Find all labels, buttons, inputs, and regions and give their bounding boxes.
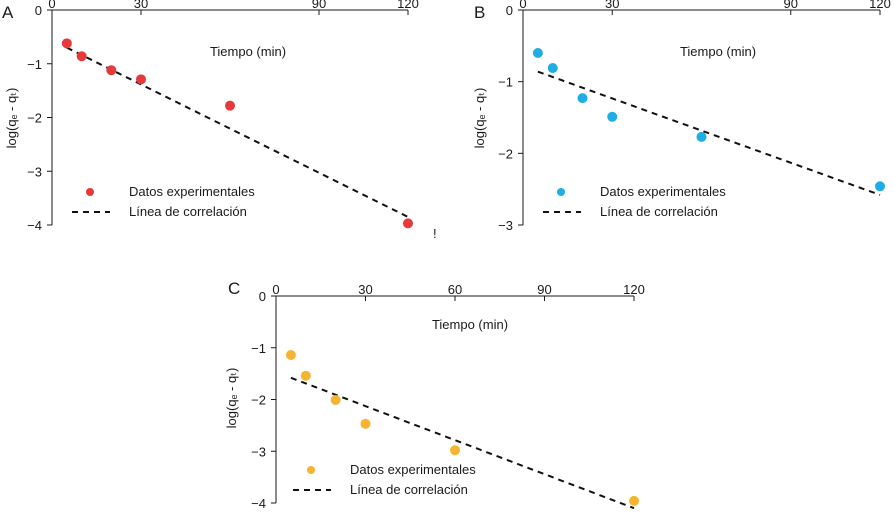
- panel-a-x-axis-title: Tiempo (min): [210, 44, 286, 59]
- panel-b-data-point: [547, 63, 558, 74]
- panel-b-y-tick-label: −3: [498, 218, 513, 233]
- panel-c-legend-marker-points: [307, 466, 315, 474]
- panel-a-letter: A: [2, 3, 14, 22]
- panel-c-x-axis-title: Tiempo (min): [432, 317, 508, 332]
- panel-a-y-axis-title: log(qₑ - qₜ): [4, 88, 19, 149]
- panel-c-legend-label-line: Línea de correlación: [350, 482, 468, 497]
- panel-b-letter: B: [474, 3, 485, 22]
- panel-b-y-tick-label: −1: [498, 75, 513, 90]
- panel-c-y-tick-label: −1: [251, 341, 266, 356]
- panel-c-data-point: [450, 445, 460, 456]
- panel-c-data-point: [285, 349, 296, 360]
- panel-b-data-point: [696, 131, 707, 142]
- panel-b-legend-label-points: Datos experimentales: [600, 184, 726, 199]
- panel-b-data-point: [875, 181, 885, 192]
- panel-c-letter: C: [228, 279, 240, 298]
- panel-c-y-tick-label: −4: [251, 496, 266, 511]
- panel-c-x-tick-label: 60: [448, 282, 462, 297]
- panel-b-y-tick-label: −2: [498, 146, 513, 161]
- panel-a-data-point: [106, 65, 117, 76]
- panel-c-y-tick-label: 0: [259, 289, 266, 304]
- panel-c-y-tick-label: −2: [251, 393, 266, 408]
- panel-a-correlation-line: [66, 46, 409, 218]
- panel-a-y-tick-label: −2: [27, 111, 42, 126]
- panel-a-data-point: [76, 51, 87, 62]
- panel-c-x-tick-label: 30: [358, 282, 372, 297]
- panel-a-y-tick-label: −4: [27, 218, 42, 233]
- panel-b-y-tick-label: 0: [506, 3, 513, 18]
- panel-b-data-point: [532, 48, 543, 58]
- panel-c-x-tick-label: 90: [537, 282, 551, 297]
- panel-b-x-axis-title: Tiempo (min): [680, 44, 756, 59]
- panel-a-y-tick-label: 0: [35, 3, 42, 18]
- panel-c-legend-label-points: Datos experimentales: [350, 462, 476, 477]
- panel-c-data-point: [300, 370, 311, 381]
- panel-b-data-point: [577, 93, 588, 104]
- panel-a-data-point: [136, 74, 146, 85]
- panel-c-y-tick-label: −3: [251, 444, 266, 459]
- panel-b-legend-label-line: Línea de correlación: [600, 204, 718, 219]
- panel-a-x-tick-label: 90: [312, 0, 326, 11]
- panel-c-y-axis-title: log(qₑ - qₜ): [224, 368, 239, 429]
- panel-a-x-tick-label: 120: [397, 0, 419, 11]
- panel-b-legend-marker-points: [557, 188, 565, 196]
- panel-a-x-tick-label: 30: [134, 0, 148, 11]
- panel-c-x-tick-label: 120: [623, 282, 645, 297]
- panel-c-data-point: [629, 495, 639, 506]
- panel-b-x-tick-label: 120: [869, 0, 891, 11]
- panel-a-data-point: [61, 38, 72, 49]
- panel-a-annotation: !: [433, 226, 437, 241]
- panel-a-y-tick-label: −3: [27, 164, 42, 179]
- panel-a-data-point: [225, 100, 235, 111]
- panel-a-data-point: [403, 218, 413, 229]
- panel-b-x-tick-label: 0: [519, 0, 526, 11]
- panel-b-correlation-line: [537, 70, 881, 196]
- panel-a-legend-marker-points: [86, 188, 94, 196]
- panel-b-y-axis-title: log(qₑ - qₜ): [472, 88, 487, 149]
- panel-a-y-tick-label: −1: [27, 57, 42, 72]
- panel-b-x-tick-label: 30: [605, 0, 619, 11]
- panel-a-x-tick-label: 0: [48, 0, 55, 11]
- panel-b-x-tick-label: 90: [784, 0, 798, 11]
- panel-c-data-point: [360, 418, 371, 429]
- panel-a-legend-label-line: Línea de correlación: [129, 204, 247, 219]
- panel-c-x-tick-label: 0: [272, 282, 279, 297]
- panel-c-data-point: [330, 395, 341, 406]
- panel-a-legend-label-points: Datos experimentales: [129, 184, 255, 199]
- panel-b-data-point: [607, 111, 618, 122]
